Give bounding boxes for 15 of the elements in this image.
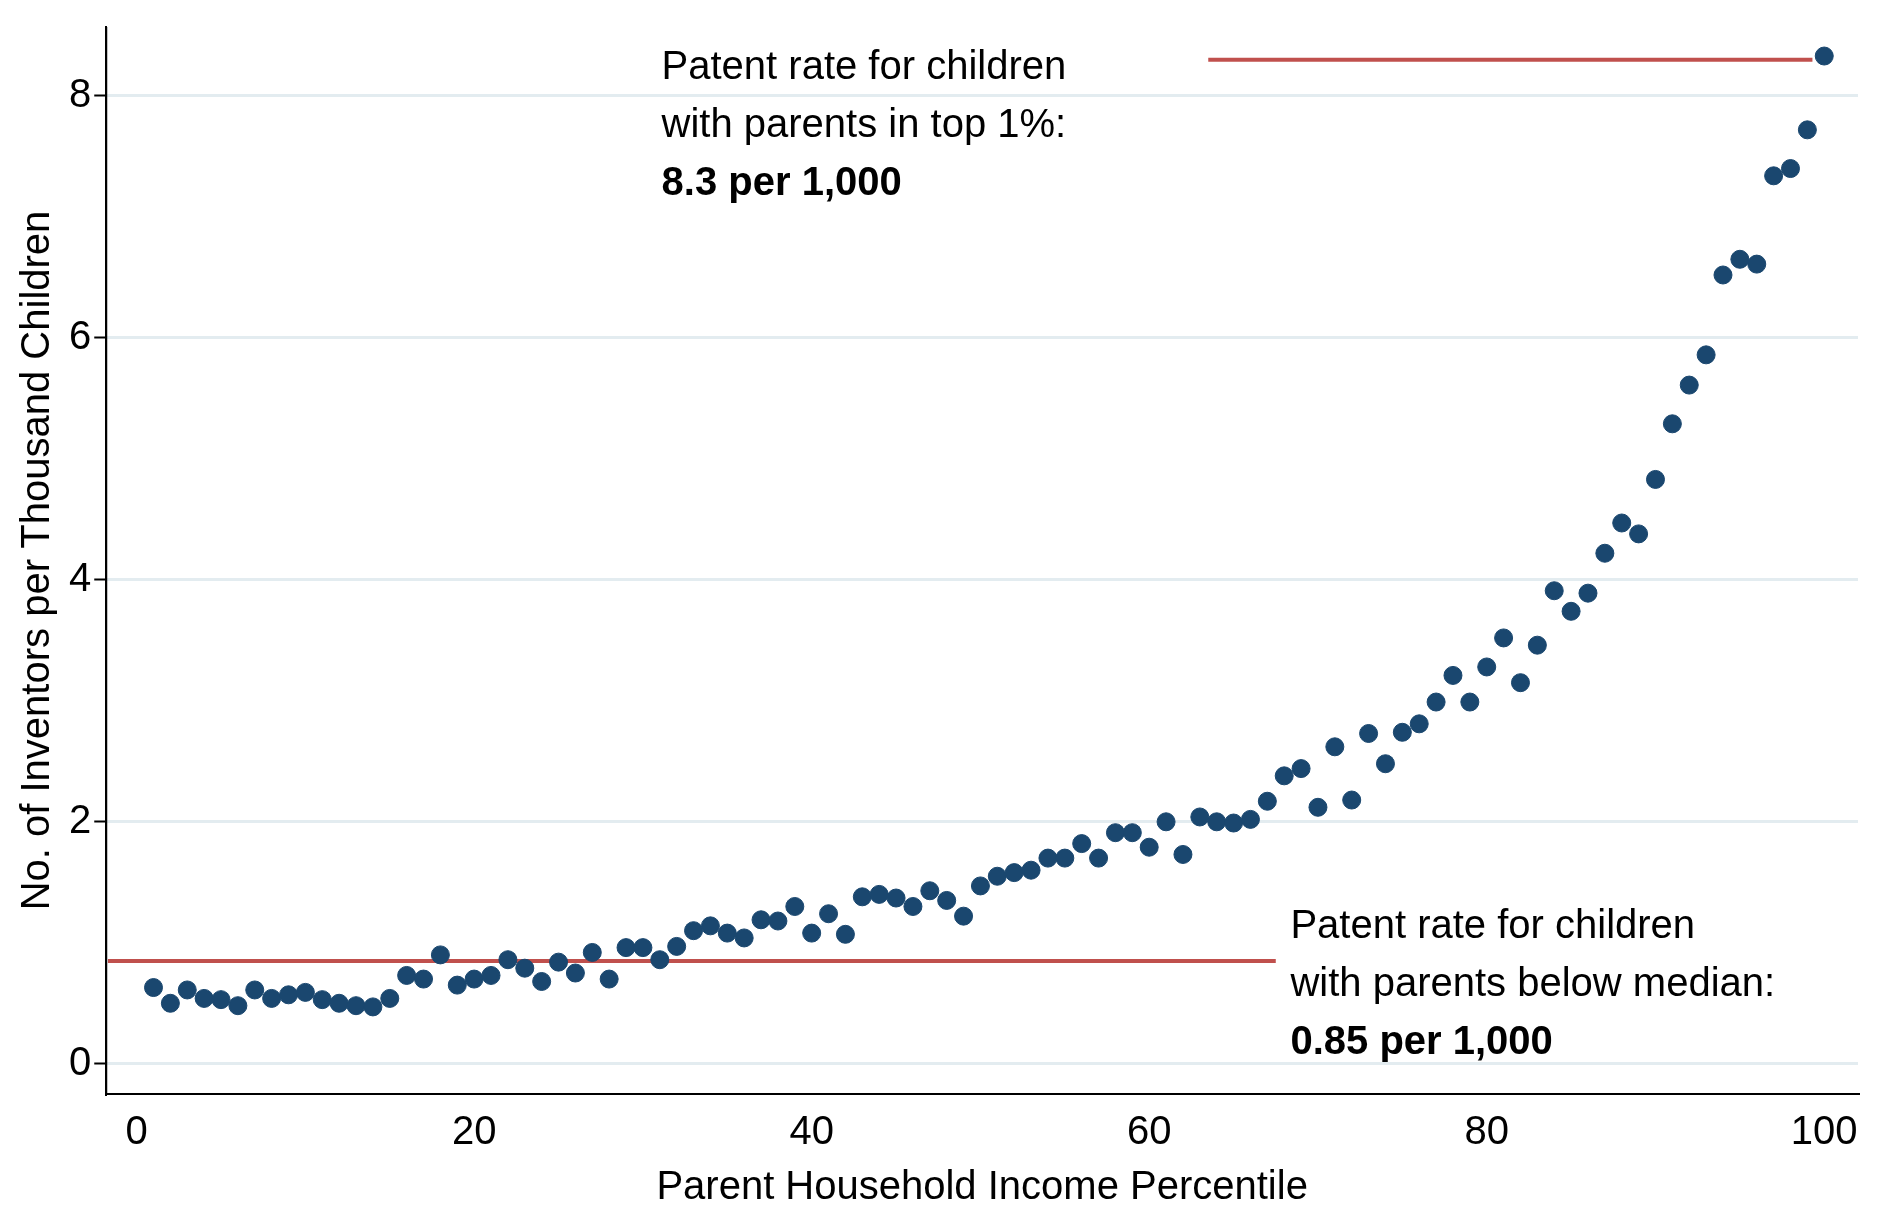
y-axis-title: No. of Inventors per Thousand Children: [13, 210, 58, 911]
y-tick-label: 8: [69, 70, 92, 115]
x-tick-label: 0: [125, 1108, 148, 1153]
x-tick-label: 60: [1126, 1108, 1172, 1153]
annotation: Patent rate for children with parents below median: 0.85 per 1,000: [1289, 902, 1776, 1063]
x-tick-label: 80: [1464, 1108, 1509, 1153]
x-axis-title: Parent Household Income Percentile: [656, 1163, 1308, 1208]
y-tick-label: 4: [69, 554, 92, 599]
y-tick-label: 0: [69, 1038, 92, 1083]
x-tick-label: 40: [789, 1108, 834, 1153]
x-tick-label: 100: [1790, 1108, 1858, 1153]
annotation: Patent rate for children with parents in top 1%: 8.3 per 1,000: [660, 43, 1067, 204]
y-tick-label: 6: [69, 312, 92, 357]
x-tick-label: 20: [451, 1108, 497, 1153]
y-tick-label: 2: [69, 796, 92, 841]
